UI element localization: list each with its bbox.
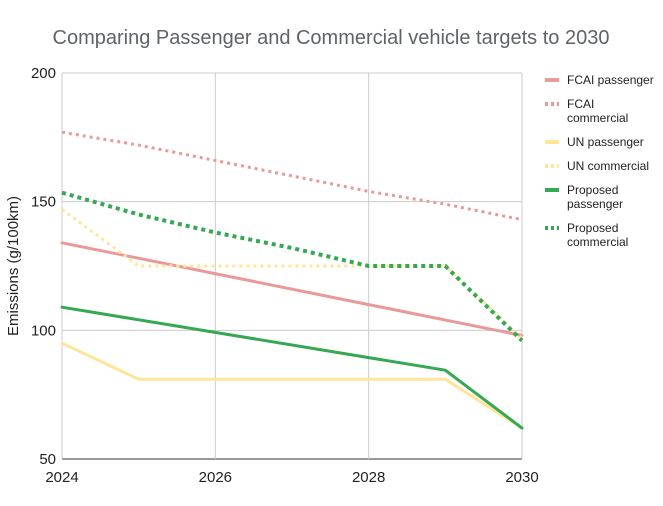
- x-tick-label: 2026: [199, 469, 232, 486]
- legend-label: UN passenger: [567, 135, 644, 149]
- grid: [61, 72, 523, 460]
- legend-label: UN commercial: [567, 159, 649, 173]
- chart-title: Comparing Passenger and Commercial vehic…: [53, 27, 610, 49]
- y-tick-label: 150: [31, 194, 56, 211]
- legend-label: Proposed passenger: [567, 183, 623, 211]
- axis-ticks: 50 100 150 200 2024 2026 2028 2030: [31, 65, 539, 486]
- series-line-0: [60, 241, 524, 337]
- series-line-5: [61, 190, 524, 343]
- series-line-1: [61, 130, 523, 222]
- series-line-2: [60, 341, 524, 430]
- x-tick-label: 2030: [505, 469, 538, 486]
- y-tick-label: 100: [31, 322, 56, 339]
- series-line-4: [60, 305, 524, 430]
- series-lines: [60, 130, 524, 430]
- legend-label: Proposed commercial: [567, 221, 628, 249]
- legend-label: FCAI passenger: [567, 73, 654, 87]
- y-axis-label: Emissions (g/100km): [5, 196, 22, 336]
- legend-label: FCAI commercial: [567, 97, 628, 125]
- y-tick-label: 50: [39, 451, 56, 468]
- legend: FCAI passenger FCAI commercial UN passenger…: [545, 73, 654, 249]
- y-tick-label: 200: [31, 65, 56, 82]
- x-tick-label: 2028: [352, 469, 385, 486]
- x-tick-label: 2024: [45, 469, 78, 486]
